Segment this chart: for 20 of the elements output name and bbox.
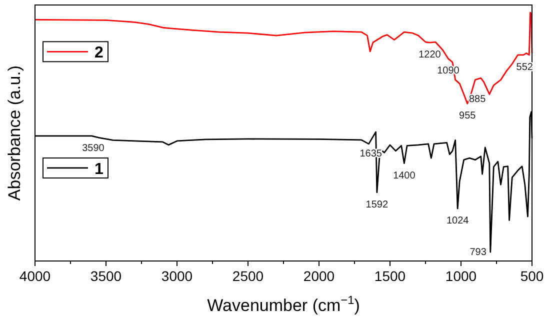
x-tick-label: 1000	[445, 268, 477, 284]
annotation: 955	[459, 110, 476, 122]
x-tick-label: 4000	[19, 268, 51, 284]
legend-label: 2	[94, 44, 104, 62]
x-tick-label: 500	[520, 268, 544, 284]
x-tick-label: 3500	[90, 268, 122, 284]
x-tick-label: 1500	[374, 268, 406, 284]
annotation: 1400	[393, 170, 416, 182]
x-tick-label: 2500	[232, 268, 264, 284]
annotation: 1024	[446, 216, 470, 227]
annotation: 793	[470, 247, 487, 258]
annotation: 3590	[82, 142, 105, 154]
legend-label: 1	[94, 160, 104, 178]
x-tick-label: 3000	[161, 268, 193, 284]
x-tick-label: 2000	[303, 268, 335, 284]
x-axis-title: Wavenumber (cm$^{−1}$)	[207, 293, 360, 315]
annotation: 1592	[366, 199, 388, 210]
annotation: 1220	[418, 50, 442, 61]
annotation: 885	[468, 94, 486, 106]
y-axis-title: Absorbance (a.u.)	[5, 65, 24, 201]
